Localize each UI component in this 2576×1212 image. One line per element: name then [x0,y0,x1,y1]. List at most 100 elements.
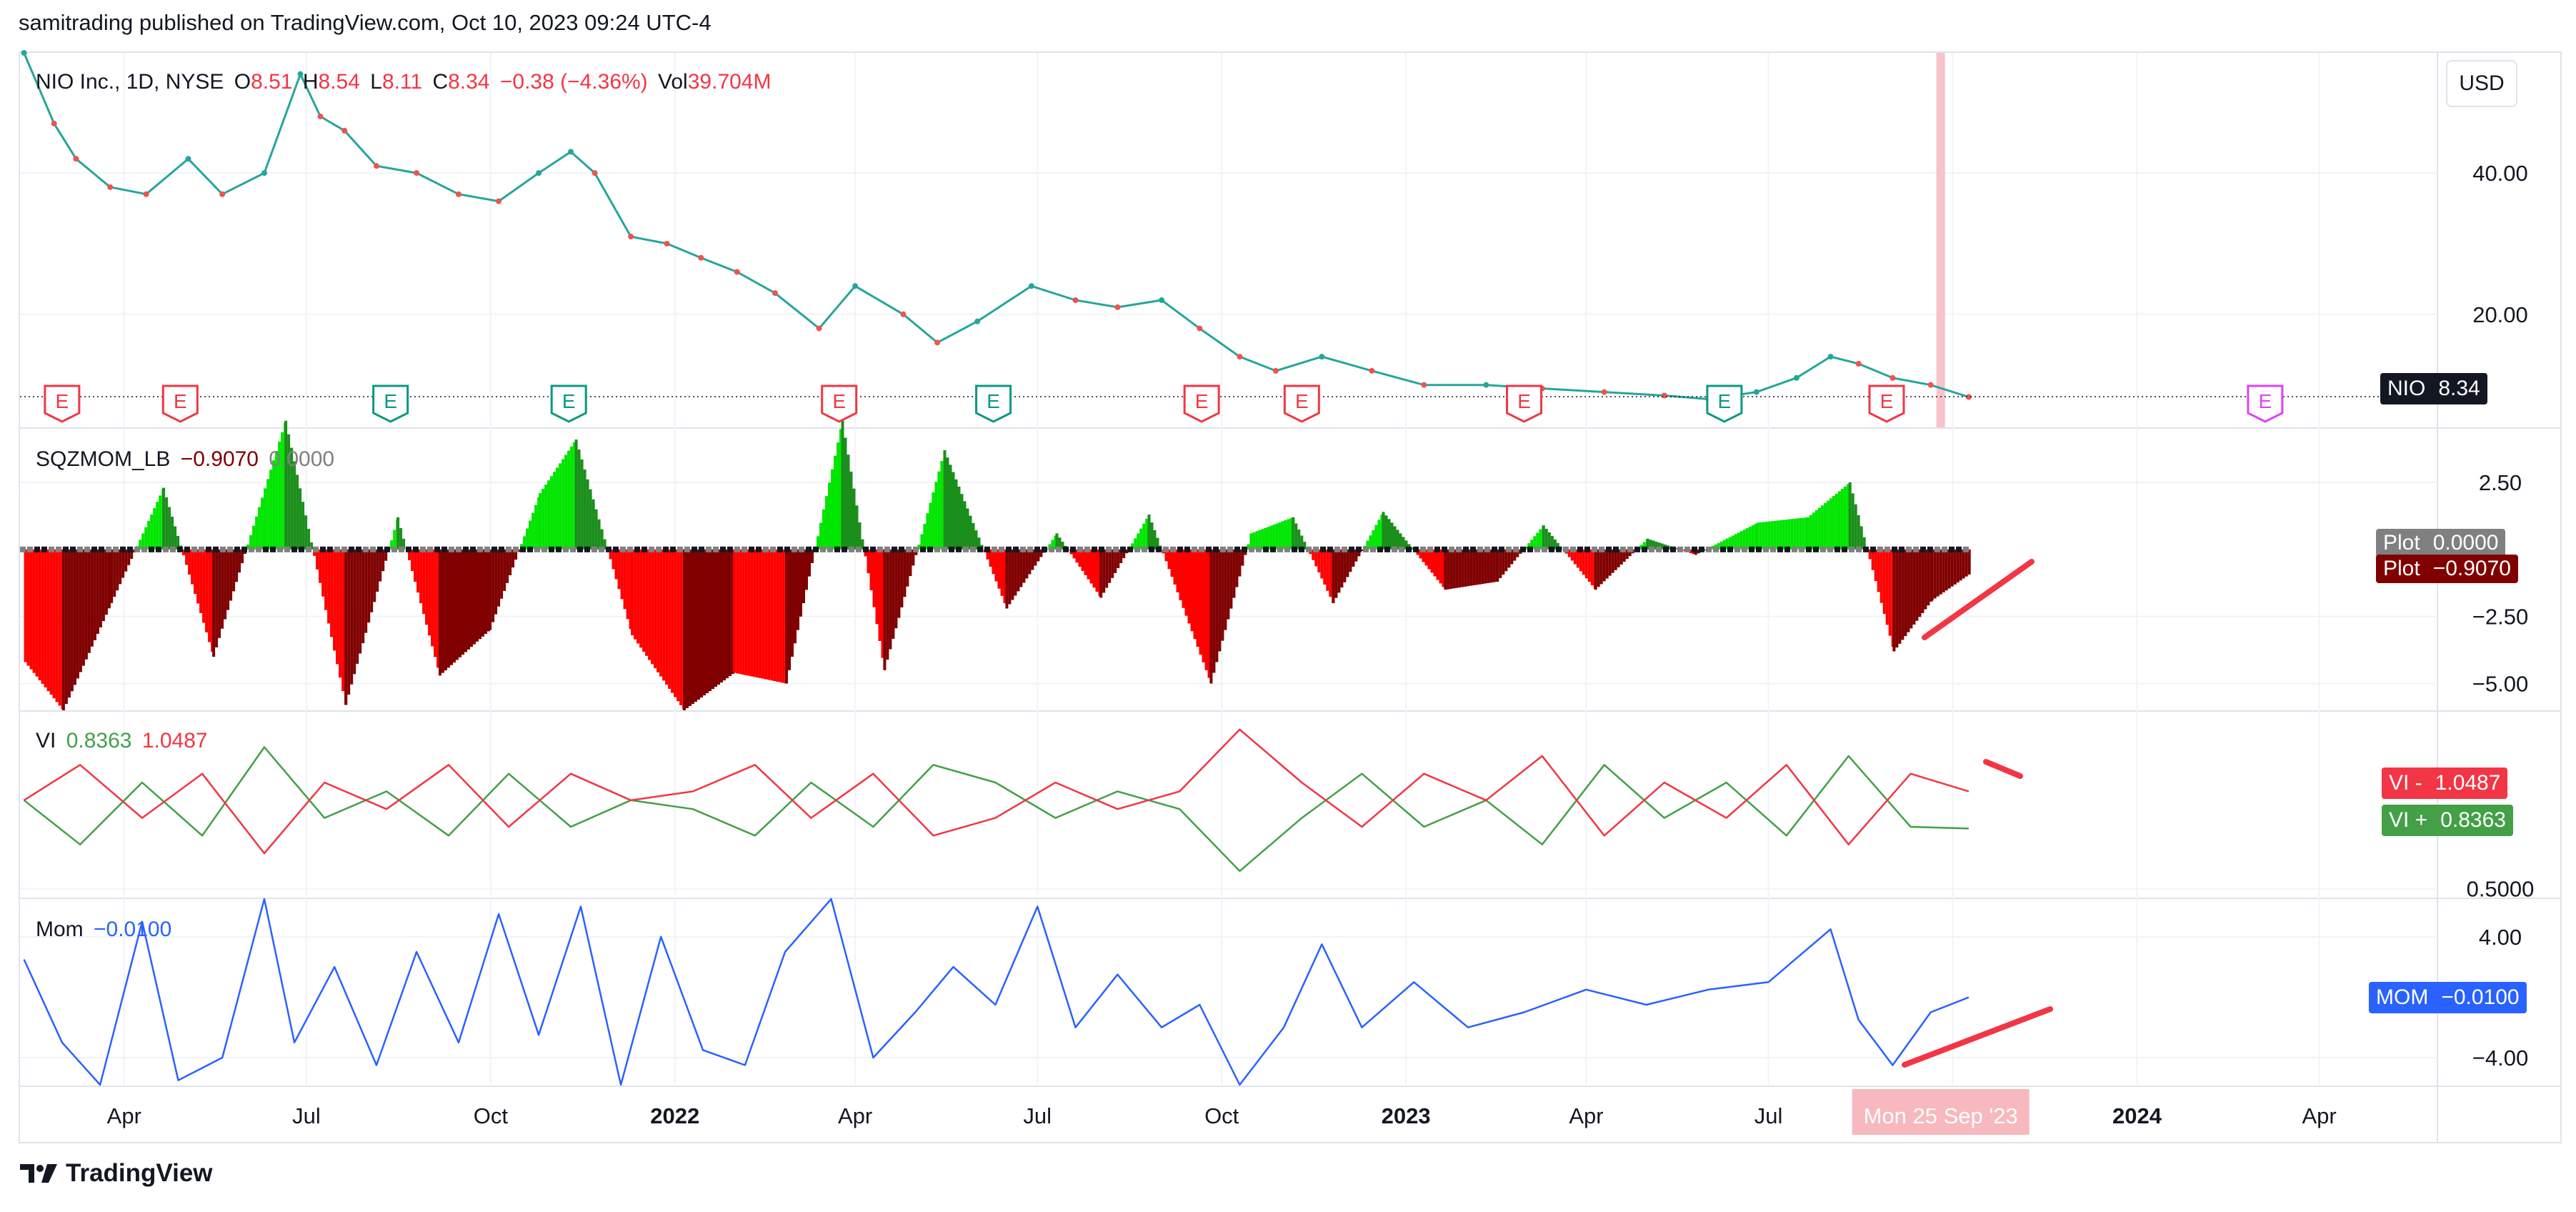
sqz-bar [1099,549,1103,598]
sqz-bar [544,485,548,550]
sqz-zero-dot [784,546,790,552]
sqz-bar [1366,540,1369,550]
sqz-bar [153,508,156,550]
sqz-bar [662,549,666,681]
sqz-value-2: 0.0000 [269,447,335,471]
sqz-bar [1481,549,1484,585]
price-point [568,149,574,155]
sqz-bar [121,549,125,578]
sqz-zero-dot [1584,546,1590,552]
tradingview-logo[interactable]: TradingView [19,1159,213,1188]
sqz-zero-dot [1163,546,1169,552]
sqz-zero-dot [1870,546,1876,552]
sqz-trend-line [1922,559,2035,640]
sqz-bar [162,487,166,550]
sqz-bar [1879,549,1883,603]
sqz-bar [1697,549,1700,554]
sqz-zero-dot [706,546,712,552]
sqz-bar [1334,549,1338,598]
sqz-bar [782,549,785,683]
sqz-zero-dot [1206,546,1212,552]
sqz-bar [1145,518,1149,550]
sqz-bar [212,549,216,657]
time-tick-label: Apr [838,1103,872,1128]
time-tick-label: Apr [107,1103,141,1128]
sqz-zero-dot [877,546,883,552]
sqz-bar [1455,549,1459,588]
sqz-bar [1382,512,1385,550]
sqz-bar [1524,547,1528,550]
sqz-zero-dot [1549,546,1554,552]
sqz-bar [1502,549,1505,575]
sqz-bar [35,549,39,677]
sqz-bar [1924,549,1927,610]
sqz-bar [359,549,362,654]
sqz-bar [1207,549,1211,678]
sqz-bar [1930,549,1934,601]
sqz-bar [1199,549,1202,655]
earnings-marker-label: E [562,390,576,412]
sqz-bar [1956,549,1960,583]
sqz-bar [396,517,400,550]
sqz-bar [1436,549,1439,580]
sqz-zero-dot [749,546,754,552]
sqz-bar [957,487,961,550]
time-tick-label: 2022 [650,1103,699,1128]
sqz-bar [422,549,426,615]
sqz-bar [1739,531,1743,550]
sqz-zero-dot [942,546,947,552]
sqz-zero-dot [513,546,519,552]
sqz-bar [61,549,65,710]
sqz-bar [1387,519,1391,550]
sqz-zero-dot [1234,546,1240,552]
sqz-bar [419,549,423,604]
sqz-bar [1764,522,1768,550]
sqz-bar [116,549,119,591]
sqz-bar [1584,549,1588,579]
sqz-zero-dot [1056,546,1062,552]
sqz-zero-dot [241,546,247,552]
sqz-bar [1399,533,1402,550]
sqz-bar [1022,549,1026,583]
sqz-bar [1241,549,1244,566]
sqz-bar [883,549,887,670]
sqz-bar [124,549,128,572]
sqz-bar [327,549,331,624]
price-point [317,113,324,119]
sqz-bar [266,479,270,550]
sqz-bar [1119,549,1123,563]
sqz-bar [892,549,895,639]
sqz-bar [1380,515,1384,550]
price-point [664,240,670,247]
sqz-bar [1137,533,1140,550]
sqz-zero-dot [1077,546,1083,552]
sqz-bar [264,488,267,550]
sqz-zero-dot [1299,546,1304,552]
sqz-zero-dot [906,546,912,552]
sqz-bar [1762,522,1765,550]
sqz-bar [324,549,328,610]
currency-button[interactable]: USD [2446,60,2517,107]
sqz-bar [1352,549,1355,567]
vi-legend: VI 0.8363 1.0487 [36,729,212,753]
sqz-bar [1343,549,1347,582]
sqz-bar [1037,549,1040,562]
mom-trend-line [1902,1006,2053,1068]
sqz-bar [81,549,85,666]
sqz-bar [1122,549,1126,559]
earnings-marker-icon [44,384,81,423]
sqz-bar [674,549,677,697]
sqz-bar [1728,537,1732,550]
sqz-bar [1542,525,1545,550]
sqz-zero-dot [134,546,140,552]
sqz-bar [969,515,972,550]
sqz-bar [511,549,515,568]
sqz-bar [1267,527,1270,550]
sqz-zero-dot [1370,546,1376,552]
price-point [496,198,502,204]
vi-name: VI [36,729,56,752]
sqz-zero-dot [1592,546,1597,552]
sqz-bar [1892,549,1896,652]
sqz-bar [668,549,672,689]
